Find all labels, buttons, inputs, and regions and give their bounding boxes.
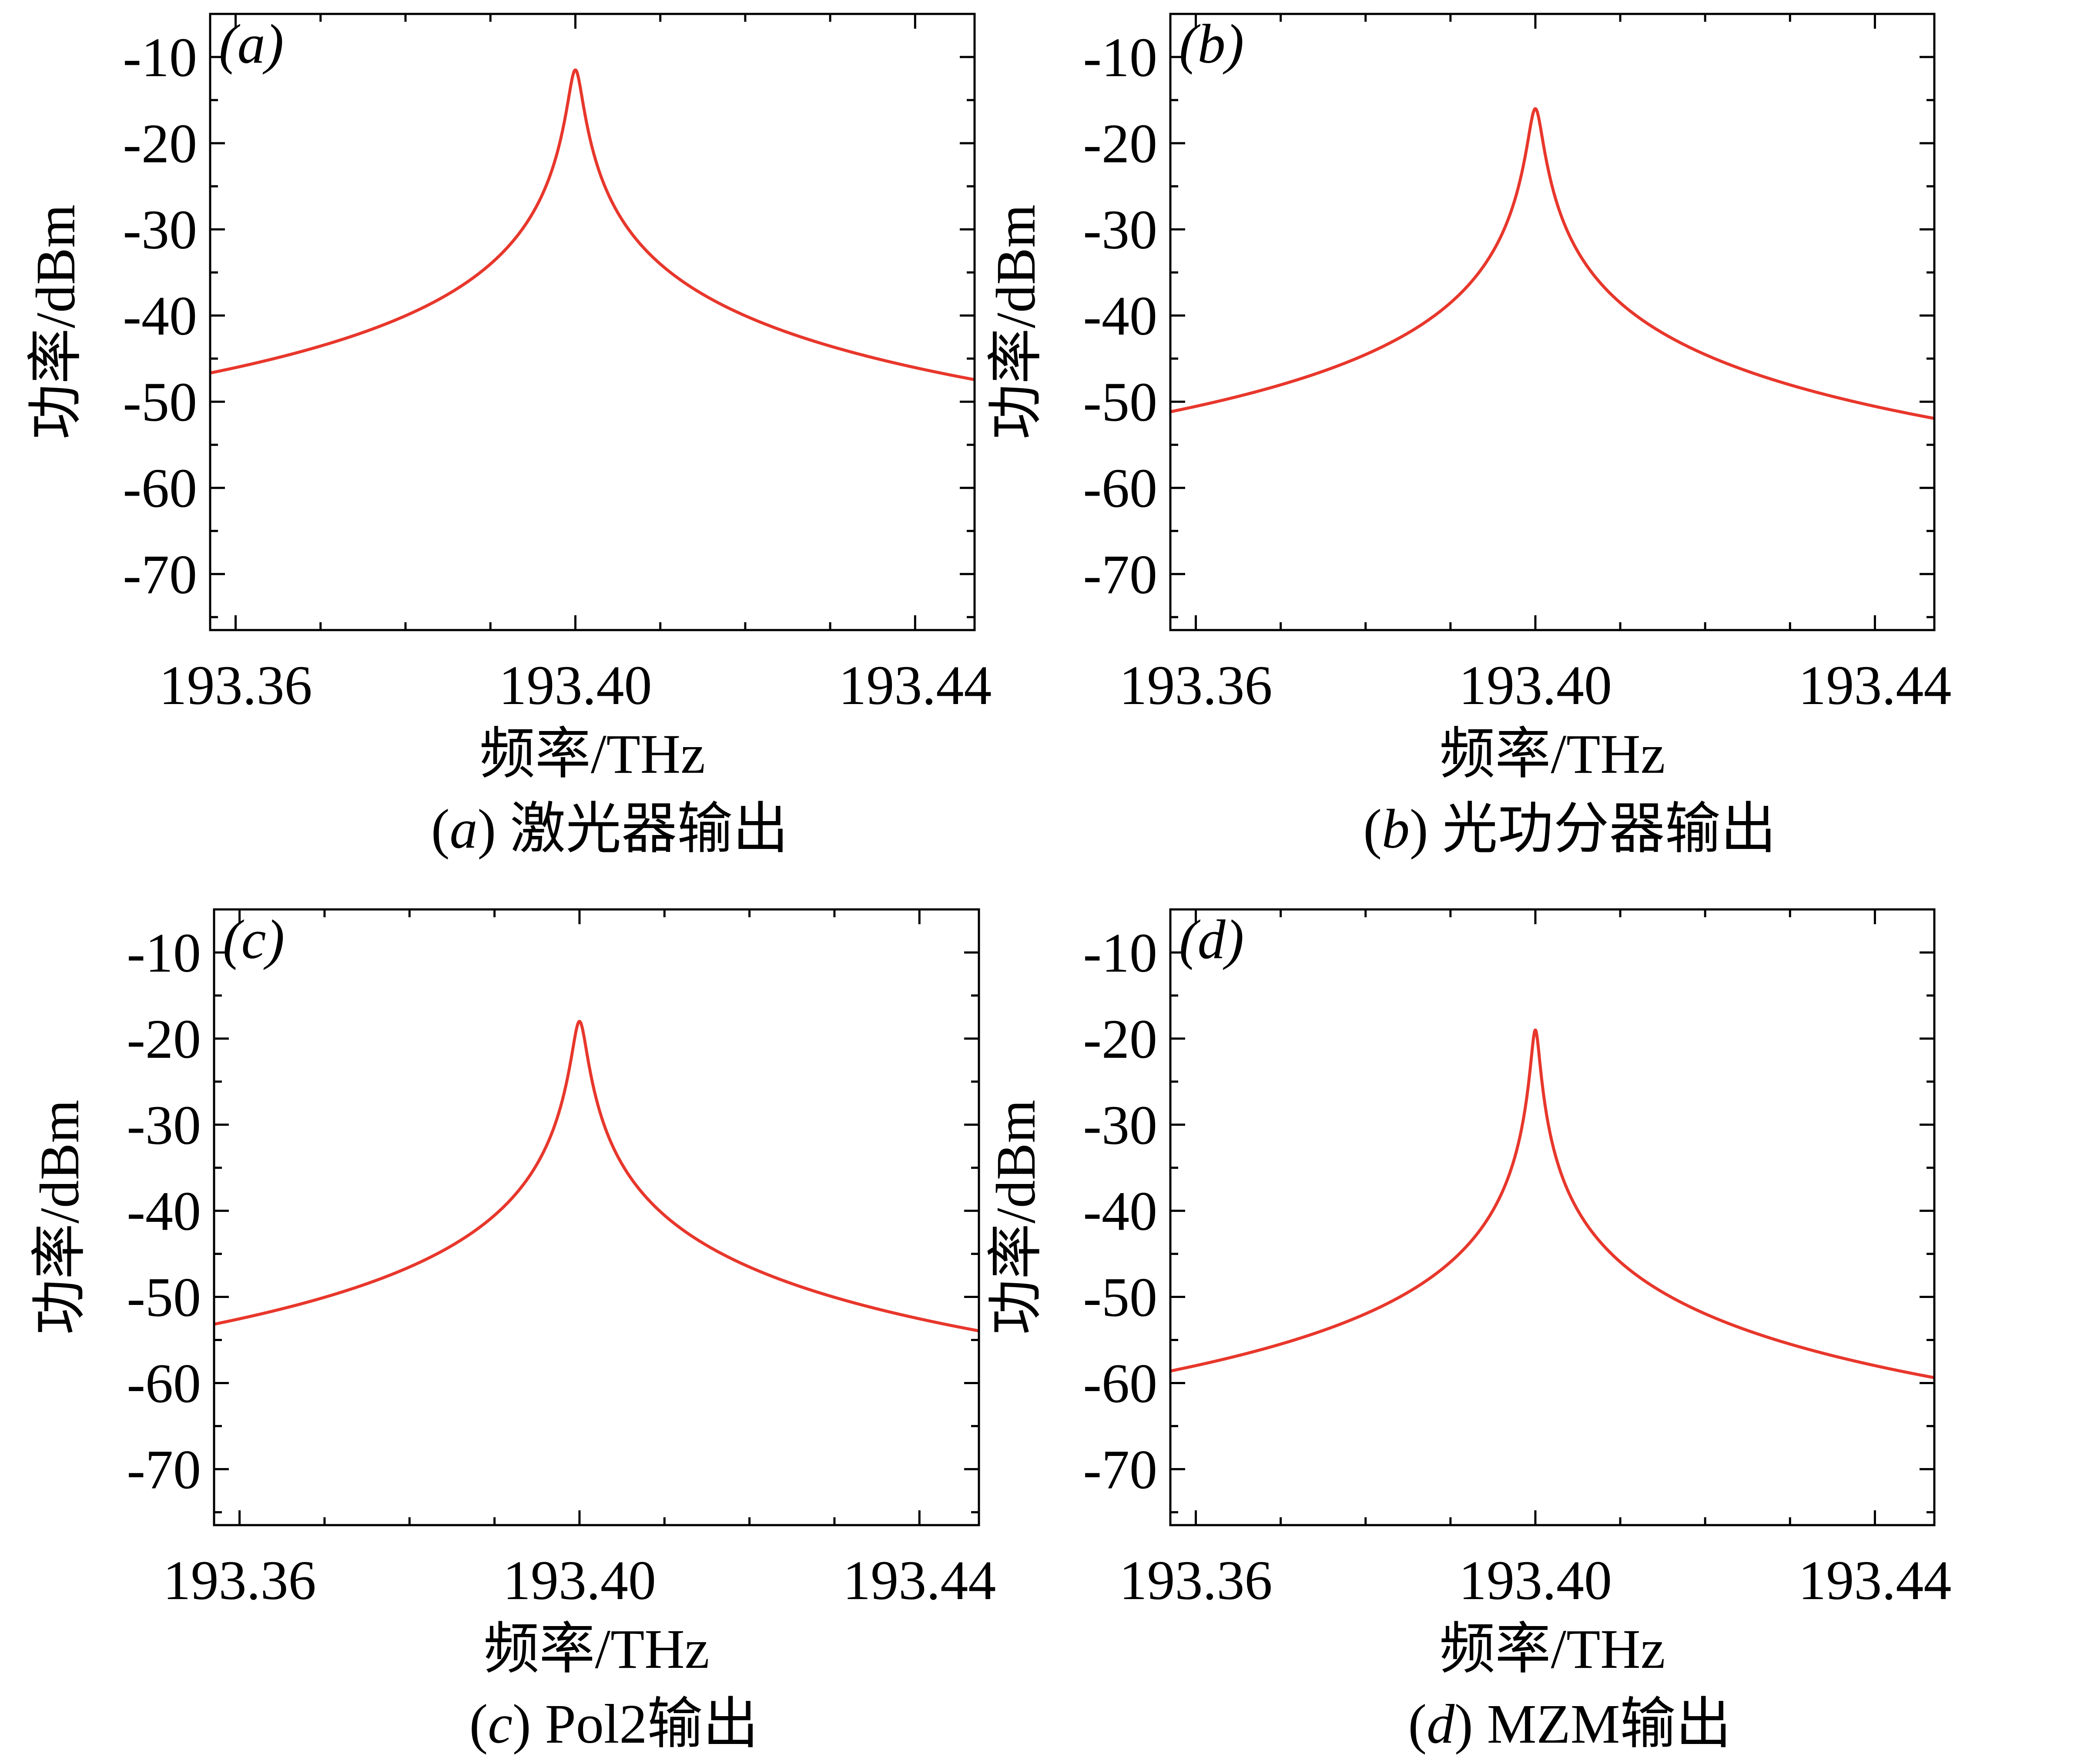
y-tick-label: -10 [127, 922, 201, 984]
x-tick-label: 193.40 [503, 1549, 656, 1611]
panel-caption: (d) MZM输出 [1408, 1693, 1731, 1755]
y-tick-label: -70 [1083, 1439, 1157, 1500]
y-tick-label: -60 [1083, 457, 1157, 519]
y-tick-label: -10 [1083, 922, 1157, 984]
x-tick-label: 193.36 [1119, 654, 1273, 716]
panel-c: -10 -20 -30 -40 -50 -60 -70 193.36 193.40 193.44 频… [29, 908, 996, 1755]
panel-caption: (c) Pol2输出 [469, 1693, 759, 1755]
panel-a: -10 -20 -30 -40 -50 -60 -70 193.36 193.40 193.44 频… [25, 13, 992, 860]
x-tick-label: 193.40 [499, 654, 652, 716]
y-tick-label: -20 [1083, 1008, 1157, 1070]
panel-caption: (a) 激光器输出 [431, 798, 788, 860]
y-tick-label: -70 [127, 1439, 201, 1500]
plot-frame [1169, 908, 1936, 1526]
y-tick-label: -40 [1083, 285, 1157, 347]
y-tick-label: -30 [127, 1094, 201, 1156]
y-tick-label: -40 [123, 285, 197, 347]
y-tick-label: -10 [1083, 27, 1157, 88]
y-tick-label: -20 [123, 113, 197, 174]
y-axis-title: 功率/dBm [29, 1100, 90, 1335]
y-tick-label: -10 [123, 27, 197, 88]
x-tick-label: 193.44 [843, 1549, 996, 1611]
x-axis-title: 频率/THz [1440, 723, 1665, 785]
panel-b: -10 -20 -30 -40 -50 -60 -70 193.36 193.40 193.44 频… [985, 13, 1951, 860]
y-tick-label: -40 [127, 1180, 201, 1242]
spectrum-line [1170, 1028, 1934, 1379]
panel-tag: (d) [1179, 909, 1244, 970]
spectrum-line [1170, 107, 1934, 420]
y-tick-label: -50 [1083, 1267, 1157, 1328]
y-tick-label: -60 [123, 457, 197, 519]
y-axis-title: 功率/dBm [25, 205, 87, 440]
panel-d: -10 -20 -30 -40 -50 -60 -70 193.36 193.40 193.44 频… [985, 908, 1951, 1755]
plot-frame [209, 13, 976, 631]
y-tick-label: -20 [1083, 113, 1157, 174]
panel-tag: (b) [1179, 13, 1244, 75]
y-tick-label: -60 [127, 1352, 201, 1414]
y-tick-label: -40 [1083, 1180, 1157, 1242]
y-tick-label: -30 [123, 199, 197, 261]
x-tick-label: 193.40 [1459, 654, 1612, 716]
x-tick-label: 193.36 [163, 1549, 316, 1611]
y-tick-label: -30 [1083, 1094, 1157, 1156]
y-tick-label: -20 [127, 1008, 201, 1070]
spectrum-line [210, 68, 975, 381]
y-tick-label: -50 [123, 371, 197, 433]
panel-tag: (a) [219, 13, 284, 75]
y-tick-label: -70 [1083, 543, 1157, 605]
x-tick-label: 193.44 [1798, 654, 1951, 716]
plot-frame [1169, 13, 1936, 631]
y-tick-label: -30 [1083, 199, 1157, 261]
panel-tag: (c) [223, 909, 285, 970]
x-axis-title: 频率/THz [1440, 1618, 1665, 1680]
x-axis-title: 频率/THz [484, 1618, 710, 1680]
y-tick-label: -50 [127, 1267, 201, 1328]
panel-caption: (b) 光功分器输出 [1363, 798, 1776, 860]
y-tick-label: -50 [1083, 371, 1157, 433]
plot-frame [213, 908, 980, 1526]
x-tick-label: 193.40 [1459, 1549, 1612, 1611]
x-tick-label: 193.36 [159, 654, 312, 716]
x-axis-title: 频率/THz [479, 723, 705, 785]
x-tick-label: 193.44 [1798, 1549, 1951, 1611]
y-tick-label: -70 [123, 543, 197, 605]
y-tick-label: -60 [1083, 1352, 1157, 1414]
x-tick-label: 193.44 [838, 654, 992, 716]
y-axis-title: 功率/dBm [985, 1100, 1047, 1335]
y-axis-title: 功率/dBm [985, 205, 1047, 440]
x-tick-label: 193.36 [1119, 1549, 1273, 1611]
spectrum-line [214, 1019, 979, 1333]
